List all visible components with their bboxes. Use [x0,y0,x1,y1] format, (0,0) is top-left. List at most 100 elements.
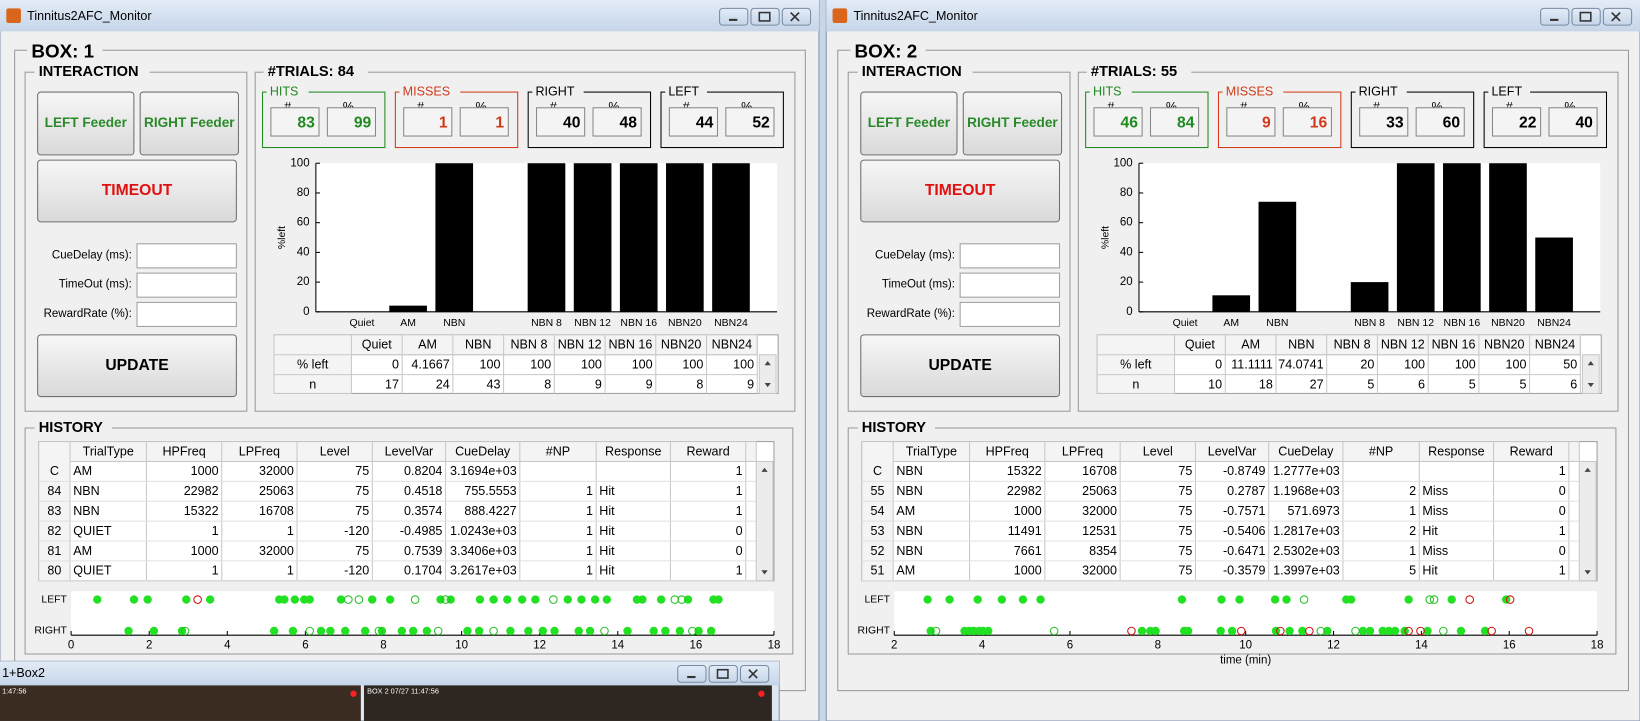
minimize-button[interactable] [719,7,749,26]
x-tick-label: 0 [68,640,74,652]
hit-dot [205,595,215,604]
input-field[interactable] [959,272,1061,298]
cell: AM [896,504,915,518]
cell: 11491 [1008,524,1042,538]
cell: 5 [1469,377,1476,391]
hit-dot [143,595,152,604]
stat-header: % [1564,100,1575,114]
x-tick-label: Quiet [1173,318,1198,329]
minimize-button[interactable] [677,664,707,683]
hit-dot [649,626,658,636]
title-backdrop [850,41,926,61]
open-dot [1049,626,1059,636]
y-tick-label: 100 [1114,157,1133,169]
stat-pct: 60 [1443,115,1461,132]
x-tick-label: AM [1223,318,1239,329]
cell: -0.4985 [400,524,443,538]
cell: 1 [287,564,294,578]
cell: 1.0243e+03 [450,524,517,538]
cell: 1 [1559,464,1566,478]
cell: 888.4227 [464,504,516,518]
hit-dot [550,626,559,636]
hit-dot [177,626,187,636]
stat-group [527,91,652,149]
stat-pct: 16 [1310,115,1328,132]
hit-dot [290,595,300,604]
cell: 571.6973 [1287,504,1339,518]
bar [1258,201,1297,312]
input-field[interactable] [136,243,237,269]
hit-dot [288,626,298,636]
bar [712,163,750,312]
close-button[interactable] [739,664,770,683]
input-field[interactable] [136,272,237,298]
cell: 1 [736,504,743,518]
cell: 50 [1563,358,1577,372]
row-header [273,334,352,394]
x-tick-label: NBN20 [1491,318,1525,329]
stat-pct: 52 [752,115,770,132]
button[interactable] [860,334,1061,398]
stat-title: RIGHT [1359,84,1398,98]
hit-dot [1298,626,1307,636]
open-dot [1425,595,1435,604]
cell: 9 [747,377,754,391]
button[interactable] [139,91,239,156]
cell: 0.4518 [404,484,442,498]
miss-dot [193,595,202,604]
hit-dot [1216,626,1225,636]
cell: 17 [385,377,399,391]
cell: 0.3574 [404,504,442,518]
x-tick-label: Quiet [349,318,374,329]
cell: 75 [1178,564,1192,578]
hit-dot [506,626,515,636]
button[interactable] [860,91,958,156]
cell: 1 [1409,544,1416,558]
cell: 1 [287,524,294,538]
timeline-area [894,591,1598,636]
maximize-button[interactable] [708,664,738,683]
row-label: LEFT [865,594,891,605]
button[interactable] [860,159,1061,223]
button[interactable] [37,334,237,398]
column-header: LevelVar [385,444,434,458]
open-dot [1299,595,1309,604]
minimize-button[interactable] [1540,7,1570,26]
hit-dot [408,626,418,636]
maximize-button[interactable] [1571,7,1601,26]
button[interactable] [962,91,1063,156]
cell: QUIET [73,564,112,578]
input-field[interactable] [959,243,1061,269]
input-field[interactable] [959,301,1061,327]
column-header: LPFreq [239,444,280,458]
button[interactable] [37,91,135,156]
cell: 32000 [1082,564,1117,578]
cell: 100 [530,358,551,372]
scroll-up-arrow [1587,361,1594,366]
open-dot [354,595,364,604]
input-field[interactable] [136,301,237,327]
stat-pct: 84 [1177,115,1195,132]
title-bar [0,0,819,32]
close-button[interactable] [781,7,812,26]
miss-dot [1127,626,1136,636]
hit-dot [474,626,484,636]
column-header: Level [320,444,350,458]
hit-dot [149,626,159,636]
hit-dot [1137,626,1147,636]
x-tick-label: 16 [689,640,702,652]
stat-header: # [417,100,424,114]
stat-box [592,107,642,137]
close-button[interactable] [1602,7,1633,26]
hit-dot [1346,595,1356,604]
cell: 75 [1178,544,1192,558]
button[interactable] [37,159,237,223]
cell: 11.1111 [1231,358,1273,372]
stat-box [725,107,775,137]
cell: NBN [73,484,99,498]
hit-dot [531,595,540,604]
cell: 1.2777e+03 [1273,464,1340,478]
x-tick-label: 12 [533,640,546,652]
maximize-button[interactable] [750,7,780,26]
hit-dot [574,626,583,636]
